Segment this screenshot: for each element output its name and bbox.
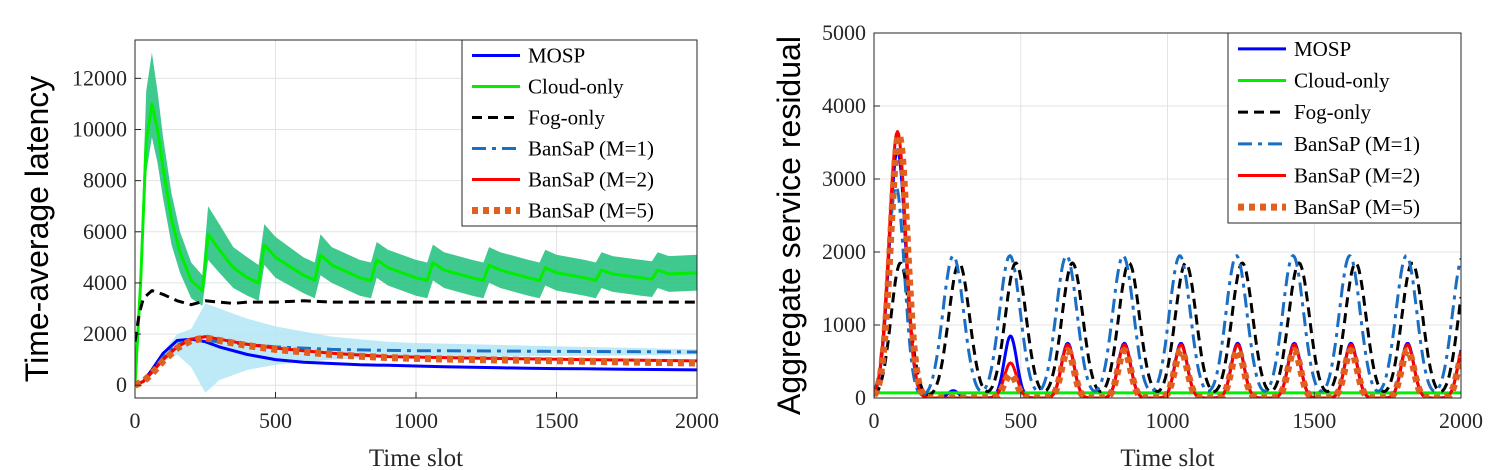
- confidence-band-3: [135, 303, 697, 393]
- y-axis-title: Aggregate service residual: [771, 36, 807, 415]
- x-tick-label: 500: [1004, 408, 1037, 433]
- x-tick-label: 2000: [675, 408, 719, 433]
- series-line-2: [135, 289, 697, 342]
- y-tick-label: 6000: [83, 219, 127, 244]
- x-tick-label: 2000: [1439, 408, 1483, 433]
- legend: MOSP Cloud-only Fog-only BanSaP (M=1) BanSaP…: [461, 39, 698, 227]
- y-tick-label: 12000: [72, 65, 127, 90]
- y-tick-label: 5000: [822, 20, 866, 45]
- chart-panel-2: 0 500 1000 1500 2000 0 1000 2000 3000 4000 5000 Tim…: [771, 20, 1483, 470]
- legend-label-1: Cloud-only: [1294, 69, 1390, 93]
- x-tick-label: 0: [130, 408, 141, 433]
- legend-label-4: BanSaP (M=2): [1294, 164, 1420, 188]
- series-line-1: [135, 102, 697, 386]
- legend-label-5: BanSaP (M=5): [528, 199, 654, 223]
- legend-box: [461, 39, 698, 227]
- x-tick-label: 500: [259, 408, 292, 433]
- series-line-4: [135, 335, 697, 387]
- series-line-3: [135, 339, 697, 387]
- x-tick-label: 1000: [394, 408, 438, 433]
- y-tick-label: 2000: [822, 239, 866, 264]
- y-axis-title: Time-average latency: [19, 76, 55, 383]
- chart-panel-1: 0 500 1000 1500 2000 0 2000 4000 6000 8000 10000 12…: [19, 39, 719, 470]
- legend-label-3: BanSaP (M=1): [1294, 132, 1420, 156]
- legend-label-1: Cloud-only: [528, 75, 624, 99]
- legend-label-2: Fog-only: [1294, 100, 1372, 124]
- x-tick-label: 1000: [1146, 408, 1190, 433]
- legend-label-0: MOSP: [528, 44, 585, 68]
- y-tick-label: 2000: [83, 321, 127, 346]
- y-tick-label: 4000: [83, 270, 127, 295]
- y-tick-label: 3000: [822, 166, 866, 191]
- y-tick-label: 4000: [822, 93, 866, 118]
- series-line-2: [874, 261, 1461, 397]
- y-tick-label: 0: [855, 385, 866, 410]
- series-line-0: [135, 337, 697, 387]
- legend-box: [1227, 32, 1462, 224]
- y-tick-label: 1000: [822, 312, 866, 337]
- x-tick-label: 1500: [535, 408, 579, 433]
- legend-label-0: MOSP: [1294, 37, 1351, 61]
- y-tick-label: 0: [116, 372, 127, 397]
- plot-area: [135, 52, 697, 393]
- legend: MOSP Cloud-only Fog-only BanSaP (M=1) BanSaP…: [1227, 32, 1462, 224]
- y-tick-label: 10000: [72, 117, 127, 142]
- x-tick-label: 1500: [1292, 408, 1336, 433]
- y-tick-label: 8000: [83, 168, 127, 193]
- legend-label-3: BanSaP (M=1): [528, 137, 654, 161]
- x-tick-label: 0: [869, 408, 880, 433]
- x-axis-title: Time slot: [1120, 445, 1214, 470]
- x-axis-title: Time slot: [369, 445, 463, 470]
- legend-label-4: BanSaP (M=2): [528, 168, 654, 192]
- legend-label-2: Fog-only: [528, 106, 606, 130]
- legend-label-5: BanSaP (M=5): [1294, 195, 1420, 219]
- series-line-3: [874, 184, 1461, 397]
